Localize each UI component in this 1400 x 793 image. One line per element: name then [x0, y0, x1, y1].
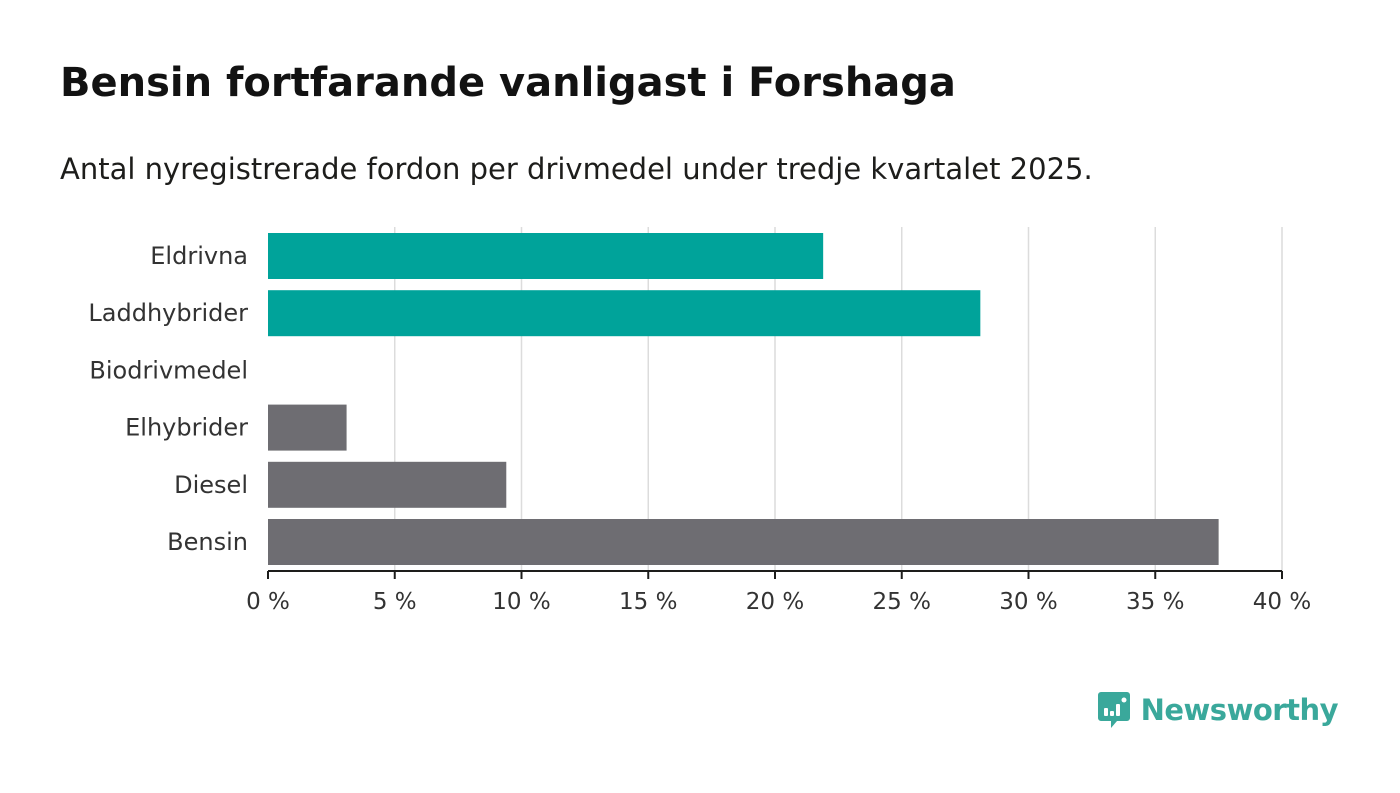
x-tick-label: 15 % — [619, 589, 677, 615]
category-labels: Eldrivna Laddhybrider Biodrivmedel Elhybrid… — [88, 242, 248, 556]
bar-bensin — [268, 519, 1219, 565]
category-label: Bensin — [167, 528, 248, 556]
x-tick-label: 35 % — [1126, 589, 1184, 615]
bar-diesel — [268, 461, 507, 508]
newsworthy-logo-icon — [1097, 692, 1130, 728]
bar-laddhybrider — [268, 290, 981, 337]
newsworthy-logo: Newsworthy — [1097, 690, 1339, 730]
bar-eldrivna — [268, 233, 824, 279]
x-tick-label: 40 % — [1253, 589, 1311, 615]
x-tick-label: 5 % — [373, 589, 417, 615]
bars — [268, 233, 1219, 565]
x-axis: 0 % 5 % 10 % 15 % 20 % 25 % 30 % 35 % 40 % — [246, 570, 1311, 615]
x-tick-label: 20 % — [746, 589, 804, 615]
bar-elhybrider — [268, 404, 347, 451]
category-label: Biodrivmedel — [89, 356, 248, 384]
category-label: Diesel — [174, 471, 248, 499]
gridlines — [394, 227, 1283, 571]
x-tick-label: 10 % — [492, 589, 550, 615]
category-label: Eldrivna — [150, 242, 248, 270]
x-tick-label: 30 % — [999, 589, 1057, 615]
chart-subtitle: Antal nyregistrerade fordon per drivmede… — [60, 152, 1093, 186]
newsworthy-logo-text: Newsworthy — [1140, 693, 1339, 727]
category-label: Elhybrider — [125, 414, 248, 442]
x-tick-label: 25 % — [873, 589, 931, 615]
x-tick-label: 0 % — [246, 589, 290, 615]
chart-title: Bensin fortfarande vanligast i Forshaga — [60, 60, 956, 106]
category-label: Laddhybrider — [88, 299, 248, 327]
